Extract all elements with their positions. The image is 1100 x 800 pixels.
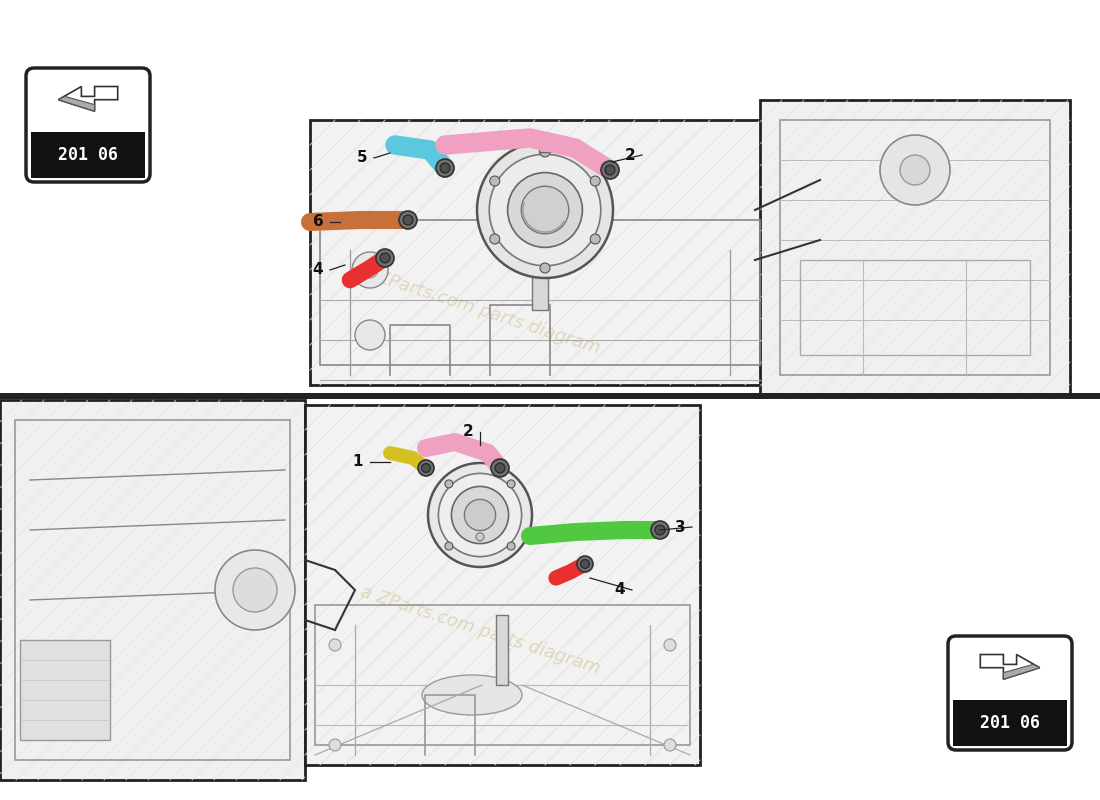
Circle shape xyxy=(451,486,508,544)
Text: a ZParts.com parts diagram: a ZParts.com parts diagram xyxy=(358,262,602,358)
Circle shape xyxy=(540,147,550,157)
Circle shape xyxy=(540,263,550,273)
Circle shape xyxy=(880,135,950,205)
Circle shape xyxy=(439,474,521,557)
Circle shape xyxy=(418,460,434,476)
Circle shape xyxy=(381,253,389,263)
Bar xyxy=(780,120,1050,375)
Bar xyxy=(31,131,145,178)
Circle shape xyxy=(654,525,664,535)
Circle shape xyxy=(495,463,505,473)
Bar xyxy=(953,699,1067,746)
Text: 4: 4 xyxy=(312,262,323,278)
Circle shape xyxy=(591,176,601,186)
Circle shape xyxy=(507,173,582,247)
Circle shape xyxy=(476,533,484,541)
Circle shape xyxy=(362,262,378,278)
Circle shape xyxy=(664,639,676,651)
Circle shape xyxy=(581,560,590,568)
Circle shape xyxy=(329,739,341,751)
Bar xyxy=(0,393,1100,399)
Bar xyxy=(532,220,548,310)
Text: 201 06: 201 06 xyxy=(58,146,118,164)
FancyBboxPatch shape xyxy=(948,636,1072,750)
Text: a ZParts.com parts diagram: a ZParts.com parts diagram xyxy=(358,582,602,678)
Bar xyxy=(20,640,110,740)
Circle shape xyxy=(376,249,394,267)
Circle shape xyxy=(403,215,412,225)
Ellipse shape xyxy=(422,675,522,715)
Circle shape xyxy=(399,211,417,229)
Circle shape xyxy=(601,161,619,179)
Text: 6: 6 xyxy=(312,214,323,230)
Bar xyxy=(305,405,700,765)
Circle shape xyxy=(664,739,676,751)
Text: 4: 4 xyxy=(615,582,625,598)
Text: 3: 3 xyxy=(674,519,685,534)
Circle shape xyxy=(428,463,532,567)
Bar xyxy=(15,420,290,760)
Circle shape xyxy=(477,142,613,278)
Circle shape xyxy=(521,186,569,234)
Circle shape xyxy=(421,464,430,472)
Bar xyxy=(760,100,1070,395)
Polygon shape xyxy=(1003,664,1040,679)
Circle shape xyxy=(490,176,499,186)
Bar xyxy=(315,605,690,745)
Circle shape xyxy=(507,480,515,488)
Circle shape xyxy=(355,320,385,350)
Circle shape xyxy=(900,155,930,185)
Circle shape xyxy=(490,154,601,266)
Circle shape xyxy=(436,159,454,177)
FancyBboxPatch shape xyxy=(26,68,150,182)
Circle shape xyxy=(464,499,496,530)
Bar xyxy=(800,260,1030,355)
Circle shape xyxy=(444,542,453,550)
Circle shape xyxy=(214,550,295,630)
Bar xyxy=(320,220,760,365)
Circle shape xyxy=(651,521,669,539)
Polygon shape xyxy=(58,96,95,111)
Circle shape xyxy=(605,165,615,175)
Text: 2: 2 xyxy=(625,147,636,162)
Circle shape xyxy=(490,234,499,244)
Circle shape xyxy=(491,459,509,477)
Circle shape xyxy=(440,163,450,173)
Circle shape xyxy=(233,568,277,612)
Bar xyxy=(310,120,770,385)
Circle shape xyxy=(591,234,601,244)
Text: 201 06: 201 06 xyxy=(980,714,1040,732)
Bar xyxy=(496,615,508,685)
Bar xyxy=(0,400,305,780)
Polygon shape xyxy=(58,86,118,111)
Circle shape xyxy=(352,252,388,288)
Text: 5: 5 xyxy=(356,150,367,166)
Bar xyxy=(539,134,551,152)
Text: 2: 2 xyxy=(463,425,473,439)
Polygon shape xyxy=(980,654,1040,679)
Circle shape xyxy=(578,556,593,572)
Circle shape xyxy=(329,639,341,651)
Circle shape xyxy=(507,542,515,550)
Text: 1: 1 xyxy=(353,454,363,470)
Circle shape xyxy=(444,480,453,488)
